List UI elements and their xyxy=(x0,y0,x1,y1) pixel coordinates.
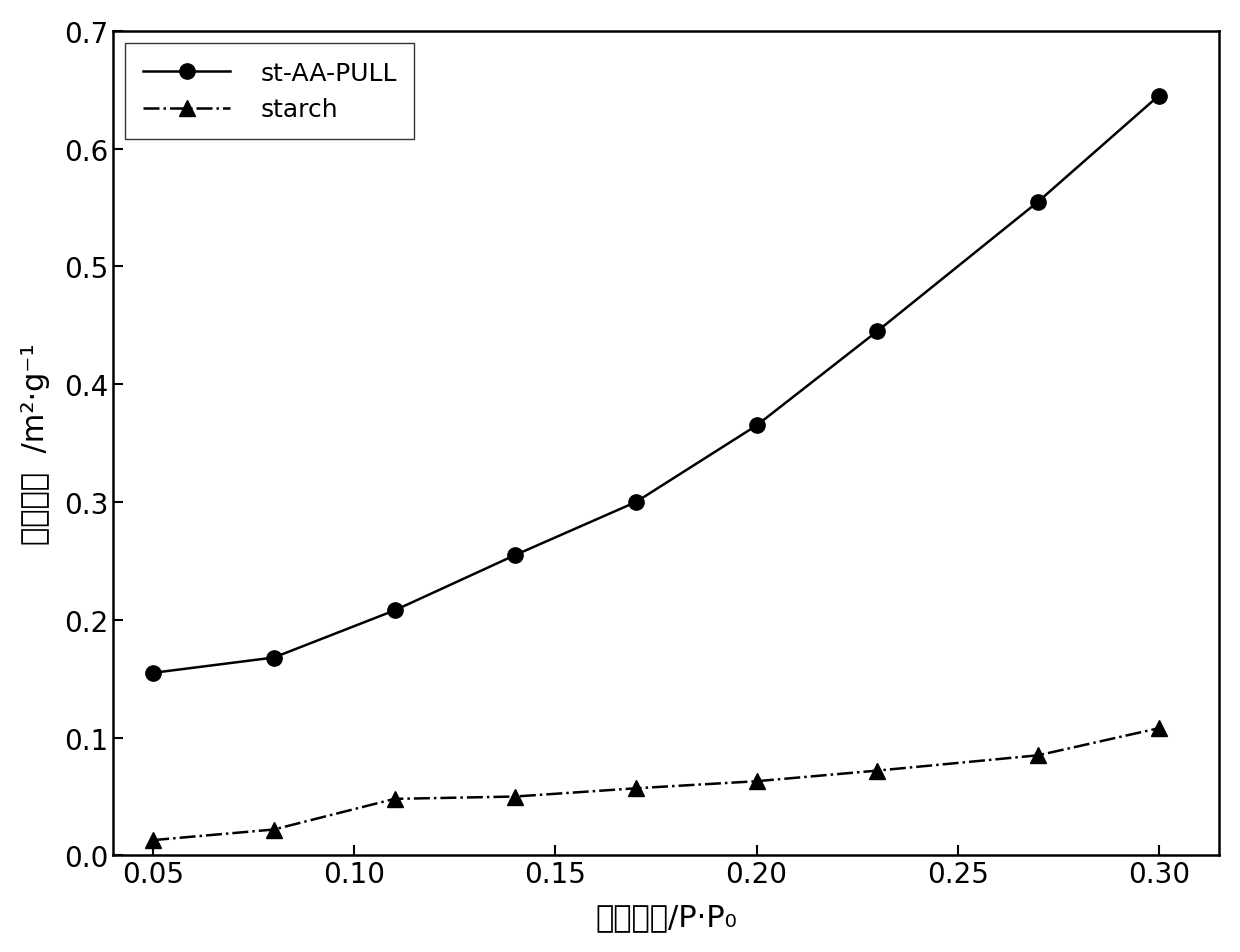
st-AA-PULL xyxy=(1030,197,1045,208)
starch xyxy=(146,835,161,846)
Line: starch: starch xyxy=(145,721,1167,848)
Line: st-AA-PULL: st-AA-PULL xyxy=(145,89,1167,681)
st-AA-PULL xyxy=(749,420,764,431)
st-AA-PULL xyxy=(387,605,402,617)
starch xyxy=(507,791,522,803)
st-AA-PULL xyxy=(629,497,644,508)
st-AA-PULL xyxy=(869,327,884,338)
starch xyxy=(387,793,402,804)
st-AA-PULL xyxy=(1152,90,1167,102)
starch xyxy=(869,765,884,777)
starch xyxy=(267,823,281,835)
Legend: st-AA-PULL, starch: st-AA-PULL, starch xyxy=(125,45,414,140)
starch xyxy=(749,776,764,787)
Y-axis label: 比表面积  /m²·g⁻¹: 比表面积 /m²·g⁻¹ xyxy=(21,343,50,545)
starch xyxy=(629,783,644,794)
starch xyxy=(1152,723,1167,734)
st-AA-PULL xyxy=(267,652,281,664)
st-AA-PULL xyxy=(146,667,161,679)
st-AA-PULL xyxy=(507,549,522,561)
starch xyxy=(1030,750,1045,762)
X-axis label: 相对压力/P·P₀: 相对压力/P·P₀ xyxy=(595,902,737,931)
